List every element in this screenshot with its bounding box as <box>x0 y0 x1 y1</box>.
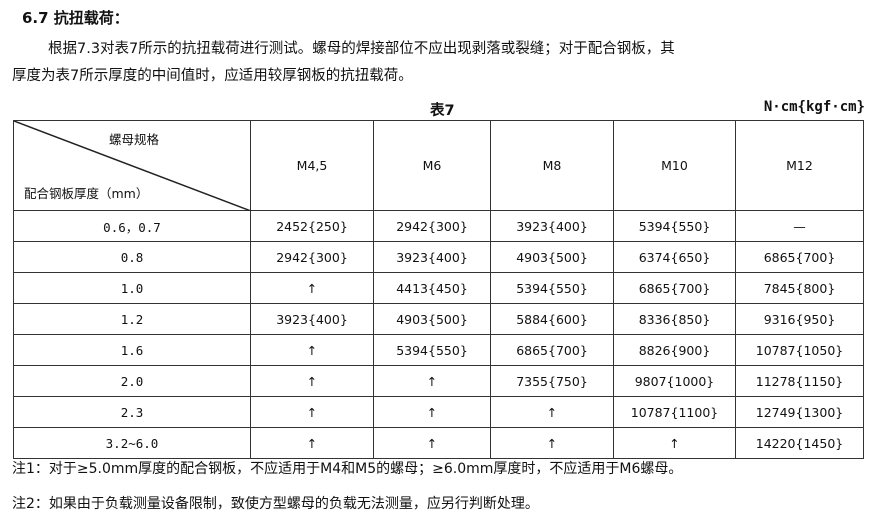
value-cell: 3923{400} <box>373 241 491 273</box>
column-header: M4,5 <box>250 120 374 211</box>
thickness-cell: 3.2~6.0 <box>13 427 251 459</box>
torque-load-table: 螺母规格 配合钢板厚度（mm） M4,5 M6 M8 M10 M12 0.6，0… <box>13 120 864 459</box>
unit-label: N·cm{kgf·cm} <box>763 99 865 115</box>
value-cell: 5884{600} <box>490 303 614 335</box>
value-cell: ↑ <box>250 334 374 366</box>
value-cell: ↑ <box>250 427 374 459</box>
value-cell: 6374{650} <box>613 241 736 273</box>
thickness-cell: 2.0 <box>13 365 251 397</box>
table-row: 1.2 3923{400} 4903{500} 5884{600} 8336{850} 9… <box>13 303 864 335</box>
value-cell: 4903{500} <box>490 241 614 273</box>
table-row: 1.6 ↑ 5394{550} 6865{700} 8826{900} 10787{105… <box>13 334 864 366</box>
corner-top-label: 螺母规格 <box>109 132 160 147</box>
value-cell: ↑ <box>490 427 614 459</box>
value-cell: 7845{800} <box>735 272 864 304</box>
table-row: 1.0 ↑ 4413{450} 5394{550} 6865{700} 7845{800} <box>13 272 864 304</box>
value-cell: 6865{700} <box>613 272 736 304</box>
thickness-cell: 2.3 <box>13 396 251 428</box>
value-cell: ↑ <box>373 365 491 397</box>
paragraph-line-1: 根据7.3对表7所示的抗扭载荷进行测试。螺母的焊接部位不应出现剥落或裂缝；对于配… <box>48 41 675 57</box>
value-cell: 5394{550} <box>613 210 736 242</box>
value-cell: 4413{450} <box>373 272 491 304</box>
note-1: 注1：对于≥5.0mm厚度的配合钢板，不应适用于M4和M5的螺母；≥6.0mm厚… <box>12 461 683 477</box>
value-cell: 8826{900} <box>613 334 736 366</box>
table-row: 0.6，0.7 2452{250} 2942{300} 3923{400} 5394{5… <box>13 210 864 242</box>
value-cell: 6865{700} <box>735 241 864 273</box>
column-header: M10 <box>613 120 736 211</box>
paragraph-line-2: 厚度为表7所示厚度的中间值时，应适用较厚钢板的抗扭载荷。 <box>12 68 413 84</box>
value-cell: 6865{700} <box>490 334 614 366</box>
value-cell: 3923{400} <box>250 303 374 335</box>
thickness-cell: 1.0 <box>13 272 251 304</box>
value-cell: ↑ <box>490 396 614 428</box>
value-cell: 2942{300} <box>250 241 374 273</box>
column-header: M6 <box>373 120 491 211</box>
value-cell: ↑ <box>613 427 736 459</box>
value-cell: 5394{550} <box>373 334 491 366</box>
diagonal-line <box>14 121 251 211</box>
table-row: 0.8 2942{300} 3923{400} 4903{500} 6374{650} 6… <box>13 241 864 273</box>
thickness-cell: 1.2 <box>13 303 251 335</box>
table-caption: 表7 <box>430 103 455 119</box>
table-header-row: 螺母规格 配合钢板厚度（mm） M4,5 M6 M8 M10 M12 <box>13 120 864 211</box>
value-cell: ↑ <box>250 272 374 304</box>
table-row: 3.2~6.0 ↑ ↑ ↑ ↑ 14220{1450} <box>13 427 864 459</box>
table-row: 2.3 ↑ ↑ ↑ 10787{1100} 12749{1300} <box>13 396 864 428</box>
value-cell: ↑ <box>373 427 491 459</box>
value-cell: 7355{750} <box>490 365 614 397</box>
value-cell: — <box>735 210 864 242</box>
value-cell: 3923{400} <box>490 210 614 242</box>
column-header: M12 <box>735 120 864 211</box>
value-cell: 2452{250} <box>250 210 374 242</box>
value-cell: 9807{1000} <box>613 365 736 397</box>
value-cell: 10787{1100} <box>613 396 736 428</box>
value-cell: 12749{1300} <box>735 396 864 428</box>
value-cell: 10787{1050} <box>735 334 864 366</box>
section-heading: 6.7 抗扭载荷： <box>22 9 129 27</box>
value-cell: 9316{950} <box>735 303 864 335</box>
note-2: 注2：如果由于负载测量设备限制，致使方型螺母的负载无法测量，应另行判断处理。 <box>12 496 539 512</box>
corner-header: 螺母规格 配合钢板厚度（mm） <box>13 120 251 211</box>
column-header: M8 <box>490 120 614 211</box>
thickness-cell: 0.6，0.7 <box>13 210 251 242</box>
value-cell: ↑ <box>250 396 374 428</box>
table-row: 2.0 ↑ ↑ 7355{750} 9807{1000} 11278{1150} <box>13 365 864 397</box>
thickness-cell: 1.6 <box>13 334 251 366</box>
value-cell: ↑ <box>373 396 491 428</box>
value-cell: 8336{850} <box>613 303 736 335</box>
value-cell: 2942{300} <box>373 210 491 242</box>
value-cell: ↑ <box>250 365 374 397</box>
value-cell: 11278{1150} <box>735 365 864 397</box>
value-cell: 14220{1450} <box>735 427 864 459</box>
corner-bottom-label: 配合钢板厚度（mm） <box>24 186 149 201</box>
value-cell: 5394{550} <box>490 272 614 304</box>
thickness-cell: 0.8 <box>13 241 251 273</box>
value-cell: 4903{500} <box>373 303 491 335</box>
